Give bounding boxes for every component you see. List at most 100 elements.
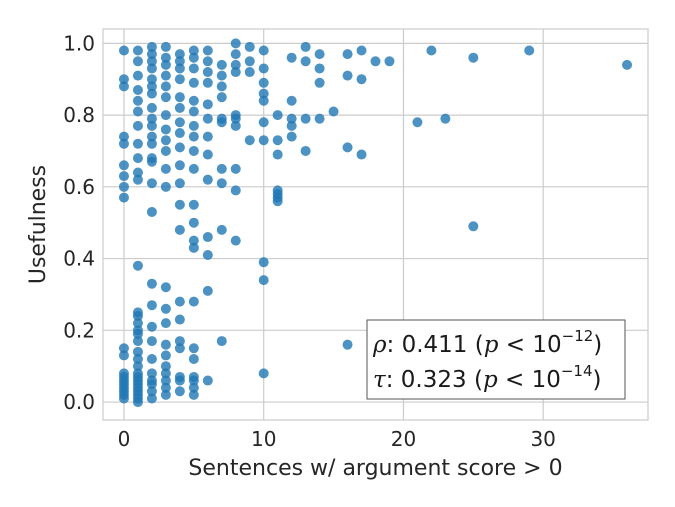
data-point xyxy=(160,389,171,400)
data-point xyxy=(370,56,381,67)
data-point xyxy=(132,310,143,321)
data-point xyxy=(244,56,255,67)
data-point xyxy=(314,49,325,60)
data-point xyxy=(188,106,199,117)
x-tick-label: 10 xyxy=(251,427,276,451)
data-point xyxy=(314,77,325,88)
data-point xyxy=(174,375,185,386)
data-point xyxy=(146,63,157,74)
data-point xyxy=(146,81,157,92)
data-point xyxy=(272,135,283,146)
data-point xyxy=(356,45,367,56)
data-point xyxy=(384,56,395,67)
data-point xyxy=(146,131,157,142)
data-point xyxy=(216,70,227,81)
data-point xyxy=(174,343,185,354)
data-point xyxy=(132,328,143,339)
data-point xyxy=(160,81,171,92)
y-tick-label: 0.6 xyxy=(63,175,95,199)
data-point xyxy=(258,117,269,128)
data-point xyxy=(146,120,157,131)
data-point xyxy=(160,135,171,146)
data-point xyxy=(342,339,353,350)
data-point xyxy=(188,63,199,74)
data-point xyxy=(244,135,255,146)
data-point xyxy=(160,181,171,192)
data-point xyxy=(286,52,297,63)
data-point xyxy=(174,314,185,325)
data-point xyxy=(188,296,199,307)
data-point xyxy=(118,393,129,404)
data-point xyxy=(146,336,157,347)
tau-exponent: −14 xyxy=(561,362,593,380)
data-point xyxy=(230,38,241,49)
data-point xyxy=(174,49,185,60)
data-point xyxy=(160,70,171,81)
data-point xyxy=(300,56,311,67)
tau-line: τ: 0.323 (p < 10−14) xyxy=(373,362,601,393)
data-point xyxy=(174,92,185,103)
data-point xyxy=(146,56,157,67)
data-point xyxy=(230,163,241,174)
rho-lt-ten: < 10 xyxy=(498,332,561,358)
data-point xyxy=(622,59,633,70)
tau-lt-ten: < 10 xyxy=(498,367,561,393)
y-tick-label: 0.4 xyxy=(63,247,95,271)
tau-symbol: τ xyxy=(373,367,387,393)
data-point xyxy=(118,160,129,171)
data-point xyxy=(174,117,185,128)
data-point xyxy=(258,95,269,106)
y-tick-labels: 0.0 0.2 0.4 0.6 0.8 1.0 xyxy=(63,31,95,414)
y-tick-label: 0.8 xyxy=(63,103,95,127)
data-point xyxy=(118,131,129,142)
data-point xyxy=(468,221,479,232)
data-point xyxy=(202,45,213,56)
data-point xyxy=(146,300,157,311)
data-point xyxy=(286,120,297,131)
rho-exponent: −12 xyxy=(562,327,594,345)
x-tick-labels: 0 10 20 30 xyxy=(118,427,556,451)
data-point xyxy=(272,110,283,121)
data-point xyxy=(188,77,199,88)
data-point xyxy=(174,142,185,153)
data-point xyxy=(412,117,423,128)
data-point xyxy=(286,95,297,106)
data-point xyxy=(146,278,157,289)
data-point xyxy=(342,49,353,60)
data-point xyxy=(258,368,269,379)
data-point xyxy=(160,52,171,63)
data-point xyxy=(174,102,185,113)
data-point xyxy=(216,59,227,70)
data-point xyxy=(118,181,129,192)
data-point xyxy=(160,110,171,121)
data-point xyxy=(174,63,185,74)
data-point xyxy=(426,45,437,56)
data-point xyxy=(230,120,241,131)
data-point xyxy=(146,156,157,167)
data-point xyxy=(300,145,311,156)
data-point xyxy=(272,196,283,207)
data-point xyxy=(146,206,157,217)
data-point xyxy=(160,350,171,361)
data-point xyxy=(188,389,199,400)
data-point xyxy=(258,257,269,268)
data-point xyxy=(132,397,143,408)
data-point xyxy=(356,149,367,160)
rho-p-symbol: p xyxy=(484,332,499,358)
data-point xyxy=(244,41,255,52)
data-point xyxy=(174,128,185,139)
data-point xyxy=(314,63,325,74)
tau-p-symbol: p xyxy=(483,367,498,393)
data-point xyxy=(188,145,199,156)
data-point xyxy=(188,163,199,174)
data-point xyxy=(230,185,241,196)
data-point xyxy=(132,45,143,56)
data-point xyxy=(132,354,143,365)
data-point xyxy=(216,81,227,92)
data-point xyxy=(118,74,129,85)
data-point xyxy=(118,171,129,182)
rho-symbol: ρ xyxy=(372,332,387,358)
data-point xyxy=(188,382,199,393)
data-point xyxy=(188,131,199,142)
data-point xyxy=(342,142,353,153)
